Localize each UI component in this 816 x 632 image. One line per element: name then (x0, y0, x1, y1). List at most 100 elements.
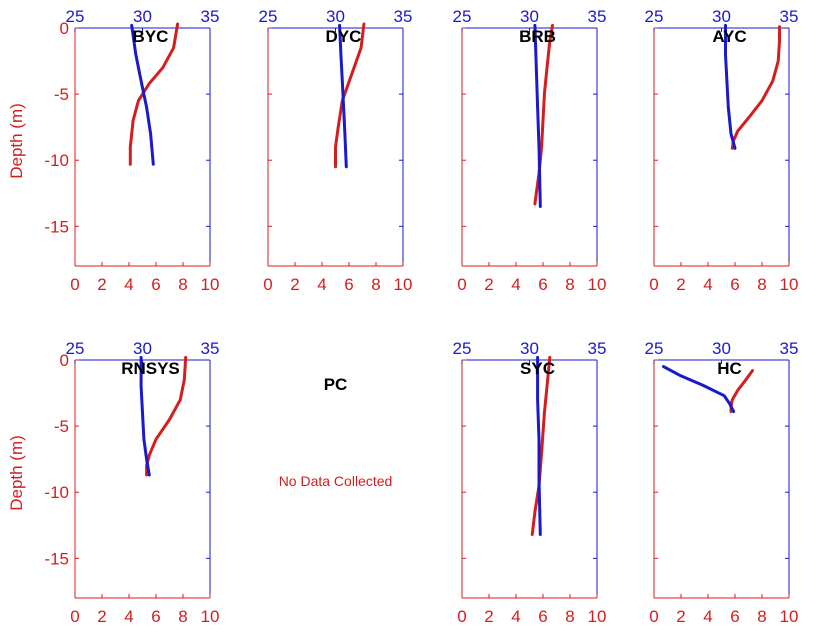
bottom-tick-label: 0 (457, 607, 466, 626)
panel-title: RNSYS (121, 359, 180, 378)
top-tick-label: 30 (133, 7, 152, 26)
bottom-tick-label: 0 (649, 275, 658, 294)
bottom-tick-label: 2 (676, 607, 685, 626)
bottom-tick-label: 6 (730, 607, 739, 626)
bottom-tick-label: 8 (757, 607, 766, 626)
bottom-tick-label: 6 (730, 275, 739, 294)
bottom-tick-label: 0 (457, 275, 466, 294)
bottom-tick-label: 4 (511, 275, 520, 294)
panel-title: BRB (519, 27, 556, 46)
panel-ayc: 0 2 4 6 8 10 25 30 35 AYC (645, 7, 799, 294)
bottom-tick-label: 8 (178, 275, 187, 294)
bottom-tick-label: 6 (538, 607, 547, 626)
no-data-note: No Data Collected (279, 473, 393, 489)
bottom-tick-label: 4 (124, 607, 133, 626)
bottom-tick-label: 6 (151, 607, 160, 626)
bottom-tick-label: 4 (317, 275, 326, 294)
bottom-tick-label: 8 (371, 275, 380, 294)
bottom-tick-label: 8 (178, 607, 187, 626)
bottom-tick-label: 6 (538, 275, 547, 294)
top-tick-label: 35 (201, 7, 220, 26)
y-axis-label: Depth (m) (7, 103, 26, 179)
panel-title: AYC (712, 27, 746, 46)
bottom-tick-label: 4 (511, 607, 520, 626)
panel-title: BYC (133, 27, 169, 46)
top-tick-label: 25 (259, 7, 278, 26)
panel-dyc: 0 2 4 6 8 10 25 30 35 DYC (259, 7, 413, 294)
top-tick-label: 25 (453, 7, 472, 26)
bottom-tick-label: 6 (151, 275, 160, 294)
top-tick-label: 30 (712, 339, 731, 358)
depth-tick-label: 0 (60, 19, 69, 38)
depth-tick-label: 0 (60, 351, 69, 370)
top-tick-label: 25 (645, 339, 664, 358)
depth-tick-label: -15 (44, 217, 69, 236)
series-top-line (338, 23, 348, 169)
top-tick-label: 35 (780, 7, 799, 26)
depth-tick-label: -10 (44, 483, 69, 502)
bottom-tick-label: 10 (780, 275, 799, 294)
bottom-tick-label: 10 (201, 275, 220, 294)
panel-title: HC (717, 359, 742, 378)
bottom-tick-label: 2 (290, 275, 299, 294)
top-tick-label: 35 (780, 339, 799, 358)
depth-tick-label: -5 (54, 417, 69, 436)
series-top-line (536, 355, 542, 536)
bottom-tick-label: 8 (565, 607, 574, 626)
bottom-tick-label: 8 (565, 275, 574, 294)
top-tick-label: 35 (588, 339, 607, 358)
top-tick-label: 30 (712, 7, 731, 26)
series-bottom-line (530, 355, 552, 536)
top-tick-label: 35 (201, 339, 220, 358)
bottom-tick-label: 2 (484, 275, 493, 294)
top-tick-label: 30 (326, 7, 345, 26)
top-tick-label: 30 (520, 7, 539, 26)
top-tick-label: 25 (66, 339, 85, 358)
depth-tick-label: -15 (44, 549, 69, 568)
panel-hc: 0 2 4 6 8 10 25 30 35 HC (645, 339, 799, 626)
bottom-tick-label: 6 (344, 275, 353, 294)
series-bottom-line (533, 23, 554, 206)
bottom-tick-label: 2 (484, 607, 493, 626)
bottom-tick-label: 0 (70, 275, 79, 294)
panel-pc: PC No Data Collected (279, 375, 393, 489)
series-top-line (130, 23, 155, 166)
top-tick-label: 35 (394, 7, 413, 26)
bottom-tick-label: 0 (70, 607, 79, 626)
top-tick-label: 30 (520, 339, 539, 358)
y-axis-label: Depth (m) (7, 435, 26, 511)
top-tick-label: 25 (66, 7, 85, 26)
bottom-tick-label: 10 (588, 275, 607, 294)
top-tick-label: 25 (453, 339, 472, 358)
panel-title: DYC (326, 27, 362, 46)
top-tick-label: 25 (645, 7, 664, 26)
bottom-tick-label: 4 (124, 275, 133, 294)
bottom-tick-label: 10 (394, 275, 413, 294)
depth-tick-label: -10 (44, 151, 69, 170)
panel-title: PC (324, 375, 348, 394)
panel-title: SYC (520, 359, 555, 378)
series-top-line (139, 355, 151, 477)
top-tick-label: 35 (588, 7, 607, 26)
depth-tick-label: -5 (54, 85, 69, 104)
series-top-line (533, 23, 542, 208)
series-top-line (662, 365, 736, 414)
bottom-tick-label: 10 (201, 607, 220, 626)
bottom-tick-label: 0 (649, 607, 658, 626)
bottom-tick-label: 4 (703, 607, 712, 626)
series-bottom-line (730, 25, 781, 150)
bottom-tick-label: 10 (780, 607, 799, 626)
bottom-tick-label: 10 (588, 607, 607, 626)
top-tick-label: 30 (133, 339, 152, 358)
bottom-tick-label: 2 (676, 275, 685, 294)
panel-brb: 0 2 4 6 8 10 25 30 35 BRB (453, 7, 607, 294)
bottom-tick-label: 8 (757, 275, 766, 294)
series-top-line (724, 23, 737, 150)
bottom-tick-label: 0 (263, 275, 272, 294)
bottom-tick-label: 2 (97, 275, 106, 294)
bottom-tick-label: 4 (703, 275, 712, 294)
panel-syc: 0 2 4 6 8 10 25 30 35 SYC (453, 339, 607, 626)
